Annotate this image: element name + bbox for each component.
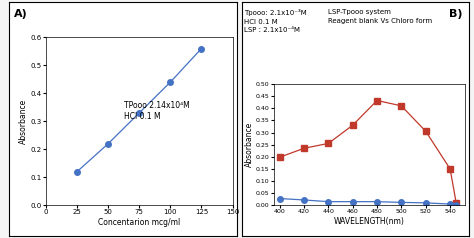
Text: Tpooo: 2.1x10⁻³M
HCl 0.1 M
LSP : 2.1x10⁻⁴M: Tpooo: 2.1x10⁻³M HCl 0.1 M LSP : 2.1x10⁻…: [244, 9, 307, 33]
Text: B): B): [449, 9, 463, 19]
Text: A): A): [14, 9, 28, 19]
Text: LSP-Tpooo system
Reagent blank Vs Chloro form: LSP-Tpooo system Reagent blank Vs Chloro…: [328, 9, 432, 24]
